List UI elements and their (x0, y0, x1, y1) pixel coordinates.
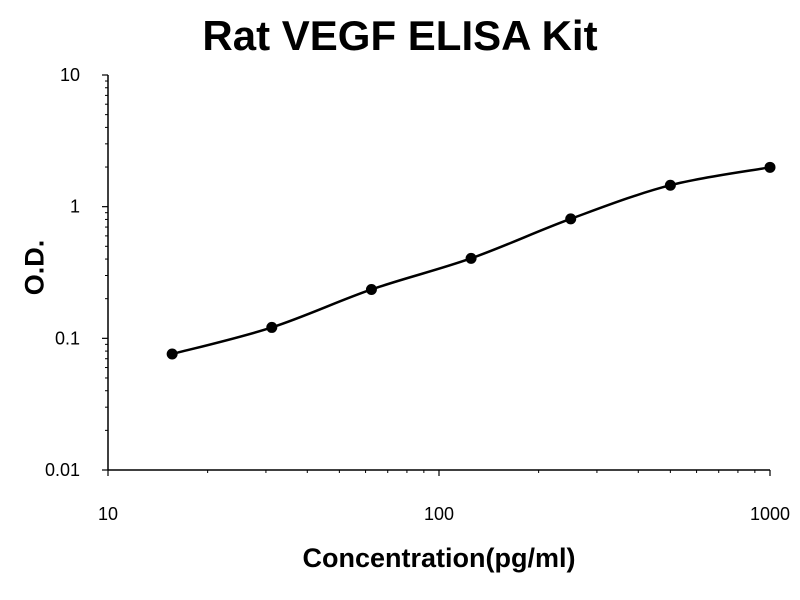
x-tick-label: 1000 (750, 504, 790, 524)
data-point (664, 179, 676, 191)
data-point (764, 161, 776, 173)
data-points (166, 161, 776, 360)
y-tick-label: 10 (60, 65, 80, 85)
axes (107, 75, 770, 471)
y-tick-label: 0.1 (55, 328, 80, 348)
y-tick-label: 0.01 (45, 460, 80, 480)
x-axis-label: Concentration(pg/ml) (302, 543, 576, 573)
y-tick-label: 1 (70, 197, 80, 217)
data-point (266, 321, 278, 333)
data-point (565, 213, 577, 225)
data-point (365, 283, 377, 295)
data-point (166, 348, 178, 360)
axis-ticks (102, 74, 771, 476)
x-tick-label: 100 (424, 504, 454, 524)
axis-tick-labels: 0.01 0.1 1 10 10 100 1000 (45, 65, 790, 524)
x-tick-label: 10 (98, 504, 118, 524)
data-point (465, 252, 477, 264)
chart-title: Rat VEGF ELISA Kit (202, 12, 598, 59)
y-axis-label: O.D. (19, 239, 50, 296)
